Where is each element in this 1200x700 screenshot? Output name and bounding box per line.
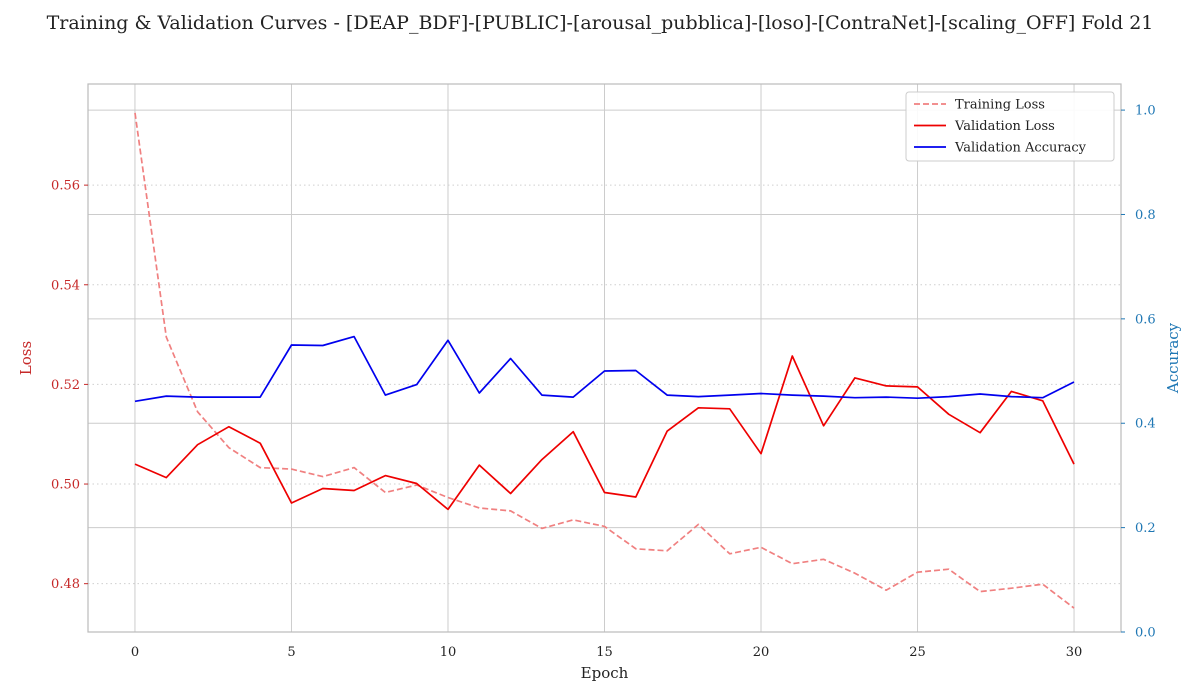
training-loss-line: [134, 112, 1075, 609]
plot-frame: [87, 83, 1122, 633]
legend-entry-label: Validation Loss: [954, 119, 1055, 134]
left-axis-label: Loss: [17, 341, 35, 375]
grid-layer: [88, 84, 1121, 633]
left-tick-label: 0.56: [51, 179, 80, 194]
axes-layer: 0 5 10 15 20 25 30 0.48 0.50 0.52 0.54 0.56 0.0 0.2 0.…: [17, 83, 1182, 682]
x-axis-label: Epoch: [581, 664, 629, 682]
right-tick-label: 0.8: [1135, 208, 1156, 223]
right-axis-label: Accuracy: [1164, 322, 1182, 394]
left-tick-label: 0.52: [51, 378, 80, 393]
right-tick-label: 0.6: [1135, 312, 1156, 327]
left-tick-label: 0.50: [51, 478, 80, 493]
legend-entry-label: Training Loss: [955, 98, 1045, 113]
right-tick-label: 0.2: [1135, 521, 1156, 536]
x-tick-label: 20: [753, 645, 770, 660]
series-layer: [134, 112, 1075, 609]
x-tick-label: 0: [131, 645, 139, 660]
x-tick-label: 30: [1066, 645, 1083, 660]
validation-loss-line: [134, 355, 1075, 511]
right-tick-label: 1.0: [1135, 104, 1156, 119]
chart-title: Training & Validation Curves - [DEAP_BDF…: [47, 12, 1154, 34]
right-tick-label: 0.0: [1135, 626, 1156, 641]
right-tick-label: 0.4: [1135, 417, 1156, 432]
x-tick-label: 5: [287, 645, 295, 660]
x-tick-label: 25: [909, 645, 926, 660]
x-tick-label: 15: [596, 645, 613, 660]
legend-entry-label: Validation Accuracy: [954, 141, 1087, 156]
validation-accuracy-line: [134, 335, 1075, 403]
left-tick-label: 0.54: [51, 278, 80, 293]
legend: Training Loss Validation Loss Validation A…: [905, 91, 1115, 162]
x-tick-label: 10: [440, 645, 457, 660]
left-tick-label: 0.48: [51, 577, 80, 592]
legend-box: [905, 91, 1115, 162]
